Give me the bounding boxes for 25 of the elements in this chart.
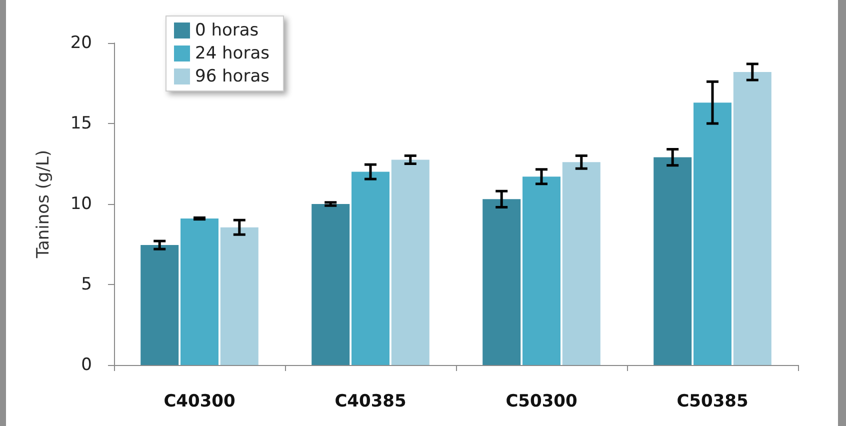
legend-label: 24 horas (195, 44, 270, 64)
bar (220, 227, 258, 365)
bar (391, 160, 430, 365)
bar (482, 199, 521, 365)
y-axis-title: Taninos (g/L) (34, 150, 54, 260)
y-tick-label: 5 (81, 274, 92, 294)
legend-label: 96 horas (195, 66, 270, 86)
legend-label: 0 horas (195, 20, 259, 40)
x-tick-label: C40385 (334, 392, 406, 412)
bar (733, 72, 772, 365)
bar (180, 218, 218, 365)
bar (562, 162, 600, 365)
bar (694, 102, 732, 365)
bar (522, 176, 560, 365)
x-tick-label: C50300 (506, 392, 578, 412)
bar (352, 172, 390, 365)
x-tick-label: C40300 (164, 392, 236, 412)
x-tick-label: C50385 (676, 392, 748, 412)
y-tick-label: 20 (70, 33, 92, 53)
y-tick-label: 10 (70, 194, 92, 214)
bar (140, 245, 179, 365)
bar (654, 157, 692, 365)
y-tick-label: 0 (81, 355, 92, 375)
bar (312, 204, 350, 365)
y-tick-label: 15 (70, 114, 92, 134)
